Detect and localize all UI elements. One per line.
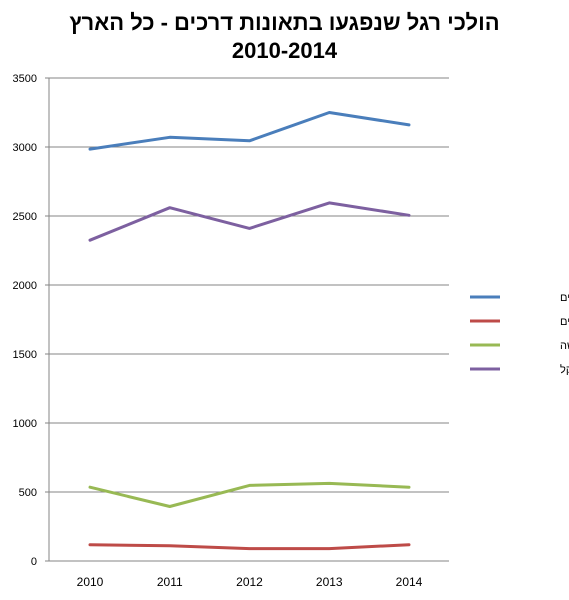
series-line — [88, 543, 411, 551]
y-tick-label: 500 — [19, 487, 37, 499]
y-tick-label: 1000 — [13, 418, 37, 430]
y-tick-label: 3000 — [13, 142, 37, 154]
series-line — [88, 201, 411, 242]
y-tick-label: 0 — [31, 556, 37, 568]
chart-subtitle: 2010-2014 — [231, 38, 338, 63]
legend-label: פצועים קשה — [560, 340, 569, 352]
x-tick-label: 2014 — [396, 575, 423, 589]
y-tick-label: 1500 — [13, 349, 37, 361]
x-tick-label: 2010 — [77, 575, 104, 589]
series-line — [88, 481, 411, 508]
chart-title: הולכי רגל שנפגעו בתאונות דרכים - כל הארץ — [69, 10, 500, 35]
y-tick-label: 3500 — [13, 73, 37, 85]
x-tick-label: 2011 — [157, 575, 183, 589]
y-tick-label: 2000 — [13, 280, 37, 292]
x-tick-label: 2013 — [316, 575, 343, 589]
legend-label: סה"כ נפגעים — [560, 292, 569, 304]
series-line — [88, 111, 411, 151]
y-tick-label: 2500 — [13, 211, 37, 223]
legend-label: פצועים קל — [560, 363, 569, 376]
legend-label: הרוגים — [560, 316, 569, 328]
x-tick-label: 2012 — [236, 575, 263, 589]
